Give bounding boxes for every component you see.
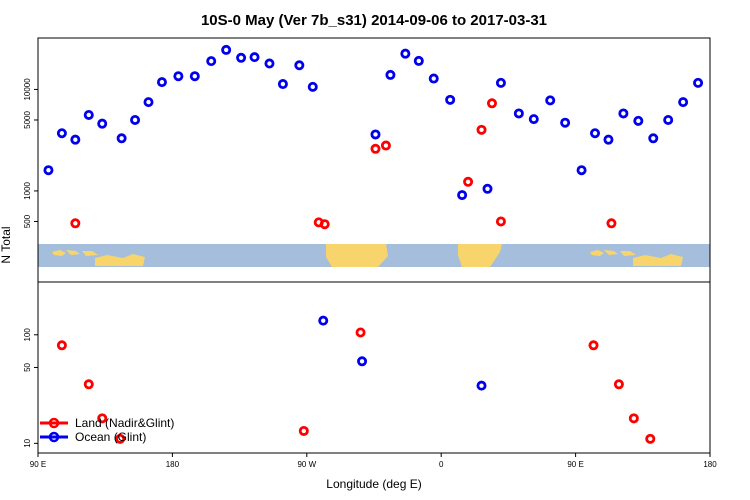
lower-land-point xyxy=(613,379,624,390)
upper-ocean-point xyxy=(633,115,644,126)
upper-ocean-point xyxy=(495,77,506,88)
upper-ocean-point xyxy=(413,55,424,66)
upper-y-tick-label: 500 xyxy=(23,214,32,228)
upper-y-axis: 500 1000 5000 10000 xyxy=(23,78,38,228)
lower-land-point xyxy=(645,433,656,444)
upper-land-point xyxy=(606,218,617,229)
lower-ocean-point xyxy=(357,356,368,367)
upper-ocean-point xyxy=(70,134,81,145)
upper-ocean-point xyxy=(618,108,629,119)
map-strip xyxy=(38,244,710,267)
legend-land-label: Land (Nadir&Glint) xyxy=(75,416,174,430)
upper-y-tick-label: 10000 xyxy=(23,78,32,101)
upper-ocean-point xyxy=(56,128,67,139)
upper-ocean-point xyxy=(370,129,381,140)
lower-land-point xyxy=(115,433,126,444)
upper-ocean-point xyxy=(400,48,411,59)
x-axis: 90 E 180 90 W 0 90 E 180 xyxy=(30,453,717,469)
x-tick-label: 90 W xyxy=(297,460,316,469)
upper-ocean-point xyxy=(294,60,305,71)
x-axis-label: Longitude (deg E) xyxy=(326,477,421,491)
upper-ocean-point xyxy=(130,114,141,125)
upper-ocean-point xyxy=(693,77,704,88)
upper-ocean-point xyxy=(116,133,127,144)
lower-land-point xyxy=(298,425,309,436)
upper-ocean-point xyxy=(560,117,571,128)
lower-panel-points xyxy=(56,315,656,444)
lower-y-tick-label: 50 xyxy=(23,362,32,371)
upper-ocean-point xyxy=(603,134,614,145)
legend-land-marker xyxy=(48,417,60,429)
chart-title: 10S-0 May (Ver 7b_s31) 2014-09-06 to 201… xyxy=(201,12,547,29)
upper-ocean-point xyxy=(428,73,439,84)
upper-ocean-point xyxy=(221,44,232,55)
upper-panel-points xyxy=(43,44,704,230)
lower-land-point xyxy=(97,413,108,424)
upper-ocean-point xyxy=(528,114,539,125)
upper-ocean-point xyxy=(545,95,556,106)
legend-ocean-label: Ocean (Glint) xyxy=(75,430,146,444)
upper-y-tick-label: 5000 xyxy=(23,111,32,129)
upper-ocean-point xyxy=(576,165,587,176)
lower-land-point xyxy=(628,413,639,424)
upper-land-point xyxy=(495,216,506,227)
upper-y-tick-label: 1000 xyxy=(23,181,32,199)
lower-y-tick-label: 100 xyxy=(23,328,32,342)
upper-ocean-point xyxy=(385,69,396,80)
upper-land-point xyxy=(486,98,497,109)
lower-y-tick-label: 10 xyxy=(23,438,32,447)
upper-ocean-point xyxy=(482,183,493,194)
upper-ocean-point xyxy=(590,128,601,139)
x-tick-label: 90 E xyxy=(30,460,46,469)
upper-ocean-point xyxy=(663,114,674,125)
y-axis-label: N Total xyxy=(0,226,13,263)
lower-land-point xyxy=(83,379,94,390)
upper-land-point xyxy=(370,143,381,154)
legend-ocean-marker xyxy=(48,431,60,443)
upper-ocean-point xyxy=(648,133,659,144)
upper-ocean-point xyxy=(206,56,217,67)
lower-land-point xyxy=(56,340,67,351)
upper-ocean-point xyxy=(156,77,167,88)
lower-land-point xyxy=(588,340,599,351)
lower-y-axis: 10 50 100 xyxy=(23,328,38,448)
legend: Land (Nadir&Glint) Ocean (Glint) xyxy=(40,416,174,444)
upper-ocean-point xyxy=(143,97,154,108)
upper-ocean-point xyxy=(277,79,288,90)
upper-ocean-point xyxy=(264,58,275,69)
upper-land-point xyxy=(380,140,391,151)
upper-ocean-point xyxy=(457,190,468,201)
lower-ocean-point xyxy=(476,380,487,391)
upper-land-point xyxy=(463,176,474,187)
upper-ocean-point xyxy=(83,109,94,120)
x-tick-label: 180 xyxy=(166,460,180,469)
upper-land-point xyxy=(70,218,81,229)
lower-ocean-point xyxy=(318,315,329,326)
upper-ocean-point xyxy=(678,97,689,108)
lower-land-point xyxy=(355,327,366,338)
upper-ocean-point xyxy=(307,81,318,92)
x-tick-label: 0 xyxy=(439,460,444,469)
upper-land-point xyxy=(476,124,487,135)
upper-ocean-point xyxy=(43,165,54,176)
x-tick-label: 180 xyxy=(703,460,717,469)
upper-ocean-point xyxy=(236,52,247,63)
upper-ocean-point xyxy=(97,118,108,129)
upper-ocean-point xyxy=(513,108,524,119)
upper-land-point xyxy=(319,219,330,230)
upper-ocean-point xyxy=(173,71,184,82)
upper-ocean-point xyxy=(445,94,456,105)
upper-ocean-point xyxy=(249,52,260,63)
upper-ocean-point xyxy=(189,71,200,82)
x-tick-label: 90 E xyxy=(567,460,583,469)
